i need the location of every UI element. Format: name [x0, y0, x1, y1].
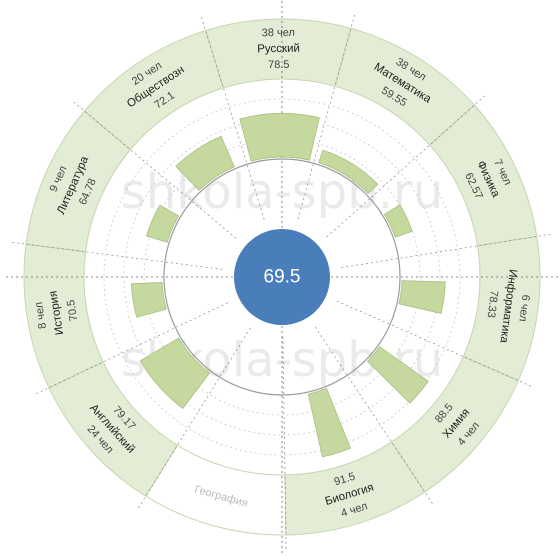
- bar-cat-4: [307, 387, 351, 458]
- category-name: Русский: [257, 43, 300, 56]
- radial-divider: [297, 14, 356, 220]
- bar-cat-9: [175, 135, 235, 191]
- bar-cat-8: [145, 204, 180, 243]
- category-count: 38 чел: [262, 27, 295, 39]
- category-count: 6 чел: [516, 294, 531, 322]
- bar-cat-0: [318, 149, 379, 195]
- bar-cat-6: [139, 337, 211, 409]
- grid-circle: [123, 118, 441, 436]
- bar-base-circle: [163, 158, 401, 396]
- radial-divider: [73, 101, 237, 239]
- grid-circle: [103, 98, 461, 456]
- radial-divider: [36, 302, 228, 395]
- center-average-value: 69.5: [264, 267, 301, 288]
- radial-divider: [12, 242, 223, 270]
- category-value: 70.5: [65, 299, 80, 322]
- ring-segment-cat-10: [204, 18, 352, 89]
- label-group-cat-10: 38 чел Русский 78.5: [257, 27, 300, 71]
- category-value: 78.33: [485, 290, 500, 319]
- bar-cat-2: [398, 280, 446, 314]
- category-value: 78.5: [268, 59, 290, 71]
- bar-cat-3: [366, 346, 429, 404]
- bars: [130, 113, 446, 458]
- radial-divider: [336, 300, 532, 387]
- radial-divider: [201, 17, 265, 220]
- category-count: 8 чел: [33, 301, 49, 330]
- bar-cat-10: [239, 113, 320, 162]
- bar-cat-1: [383, 204, 413, 238]
- radial-divider: [138, 327, 251, 509]
- bar-cat-7: [130, 282, 167, 318]
- radial-divider: [314, 326, 433, 504]
- center-average-disc: [234, 229, 330, 325]
- outer-label-ring: [23, 18, 541, 536]
- grid-lines: [6, 1, 558, 553]
- radial-divider: [341, 233, 551, 268]
- radial-divider: [326, 95, 486, 238]
- radial-divider: [282, 336, 287, 549]
